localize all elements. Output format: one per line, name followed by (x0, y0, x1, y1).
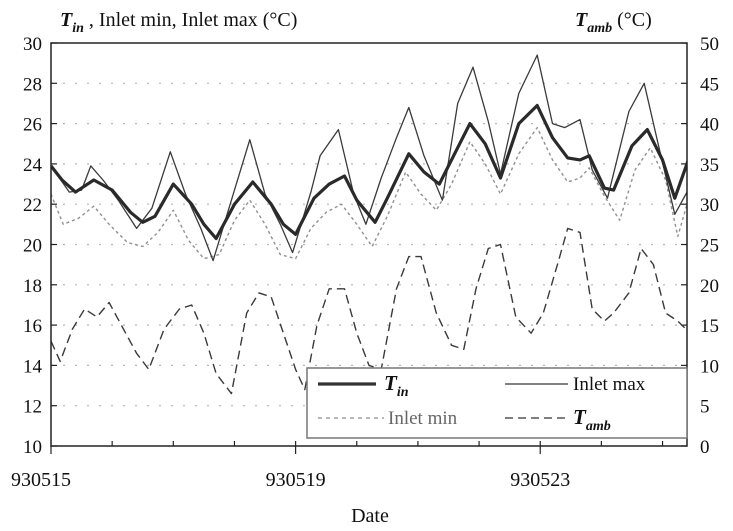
right-tick-label: 30 (700, 195, 719, 216)
legend-label-tamb-sub: amb (586, 419, 611, 434)
right-tick-label: 25 (700, 236, 719, 257)
left-axis-title-rest: , Inlet min, Inlet max (°C) (84, 9, 298, 31)
right-tick-label: 45 (700, 74, 719, 95)
right-axis-title-symbol: T (575, 9, 588, 31)
series-line-tamb (51, 227, 687, 395)
right-axis-title: Tamb (°C) (575, 9, 652, 36)
left-tick-label: 30 (23, 34, 42, 55)
right-tick-label: 5 (700, 397, 710, 418)
left-axis-title-sub: in (72, 21, 84, 36)
legend-label-tamb: Tamb (573, 405, 611, 434)
x-tick-label: 930515 (11, 469, 71, 491)
series-line-tin (51, 103, 687, 241)
left-axis-title: Tin , Inlet min, Inlet max (°C) (60, 9, 297, 36)
legend-box (306, 367, 688, 439)
x-axis-title: Date (351, 505, 389, 527)
right-tick-label: 20 (700, 276, 719, 297)
left-tick-label: 10 (23, 437, 42, 458)
left-axis-title-symbol: T (60, 9, 73, 31)
left-tick-label: 24 (23, 155, 43, 176)
left-tick-label: 14 (23, 356, 43, 377)
plot-frame (50, 42, 688, 447)
left-tick-label: 12 (23, 397, 42, 418)
legend-label-tin: Tin (384, 371, 409, 400)
right-axis-title-rest: (°C) (612, 9, 652, 31)
left-tick-label: 18 (23, 276, 42, 297)
right-tick-label: 35 (700, 155, 719, 176)
x-tick-label: 930523 (510, 469, 570, 491)
left-tick-label: 20 (23, 236, 42, 257)
left-tick-label: 26 (23, 115, 42, 136)
left-tick-label: 28 (23, 74, 42, 95)
legend-label-tin-sub: in (397, 385, 409, 400)
right-tick-label: 15 (700, 316, 719, 337)
right-tick-label: 0 (700, 437, 710, 458)
legend: Tin Inlet max Inlet min Tamb (306, 367, 688, 439)
left-tick-label: 22 (23, 195, 42, 216)
left-tick-label: 16 (23, 316, 42, 337)
series-line-inmax (51, 54, 687, 262)
legend-label-tamb-symbol: T (573, 405, 587, 429)
series-line-inmin (51, 126, 687, 260)
x-tick-label: 930519 (266, 469, 326, 491)
right-tick-label: 40 (700, 115, 719, 136)
series-layer (51, 54, 687, 395)
axis-ticks: 10 12 14 16 18 20 22 24 26 28 30 0 5 10 15 20 25 30 35 40 45… (11, 34, 719, 491)
right-tick-label: 10 (700, 356, 719, 377)
legend-label-tin-symbol: T (384, 371, 398, 395)
legend-label-inlet-max: Inlet max (573, 374, 646, 395)
right-tick-label: 50 (700, 34, 719, 55)
right-axis-title-sub: amb (587, 21, 612, 36)
legend-label-inlet-min: Inlet min (388, 408, 458, 429)
